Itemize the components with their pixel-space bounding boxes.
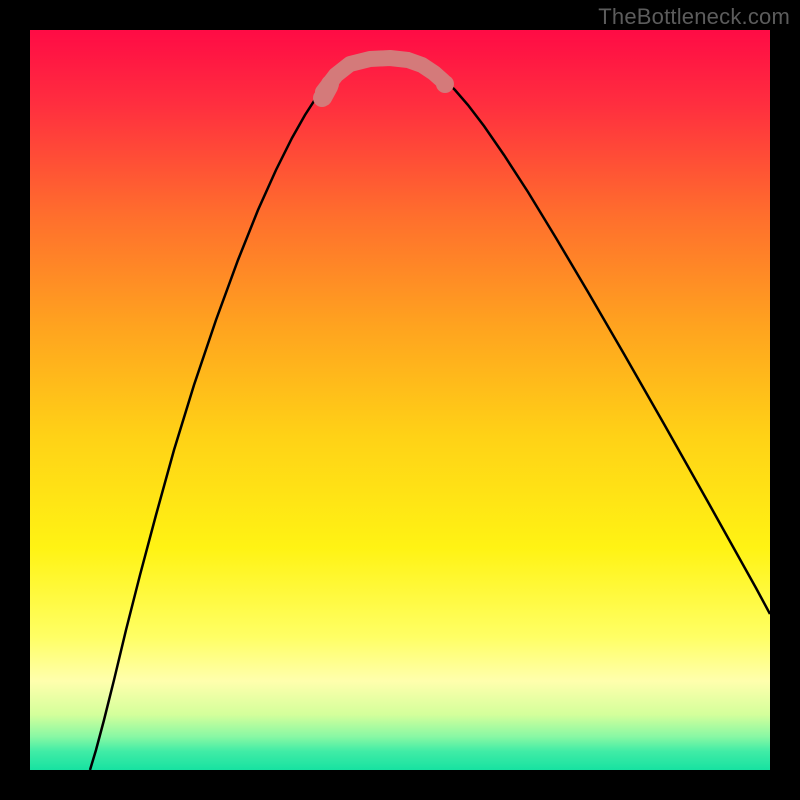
gradient-background [30,30,770,770]
highlight-dot [436,75,454,93]
watermark-text: TheBottleneck.com [598,4,790,30]
chart-canvas: TheBottleneck.com [0,0,800,800]
bottleneck-curve-chart [0,0,800,800]
highlight-dot [321,75,339,93]
